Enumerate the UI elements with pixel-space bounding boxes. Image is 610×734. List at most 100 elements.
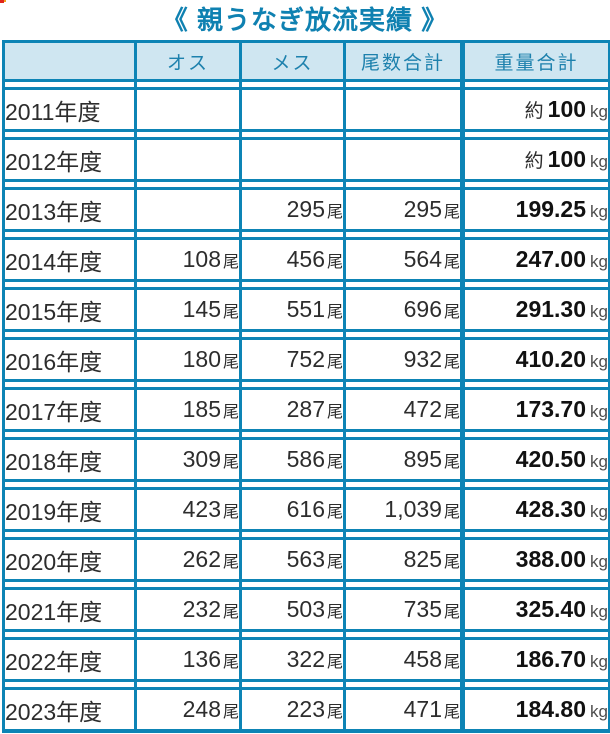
weight-value: 247.00 [515,246,587,272]
weight-cell: 約 100 kg [460,87,610,132]
approx-prefix: 約 [524,101,544,122]
row-gap-cell [460,330,610,339]
count-value: 248 [182,696,221,722]
year-cell: 2012年度 [2,137,137,182]
female-count-cell: 616 尾 [239,487,346,532]
year-cell: 2015年度 [2,287,137,332]
weight-value: 291.30 [515,296,587,322]
table-row: 2013年度 295 尾 295 尾 199.25 kg [2,187,610,232]
total-count-cell: 564 尾 [343,237,464,282]
weight-value: 410.20 [515,346,587,372]
approx-prefix: 約 [524,151,544,172]
weight-value: 100 [547,96,587,122]
release-results-table: オス メス 尾数合計 重量合計 2011年度約 100 kg 2012年度約 100 kg… [2,40,610,733]
count-value: 564 [403,246,442,272]
count-value: 223 [286,696,325,722]
row-gap-cell [2,430,137,439]
row-gap-cell [134,530,242,539]
row-gap-cell [343,630,464,639]
year-cell: 2014年度 [2,237,137,282]
table-row: 2017年度 185 尾 287 尾 472 尾 173.70 kg [2,387,610,432]
total-count-cell: 458 尾 [343,637,464,682]
female-count-cell: 223 尾 [239,687,346,733]
count-value: 295 [286,196,325,222]
row-gap-cell [239,430,346,439]
count-unit-label: 尾 [222,354,239,371]
row-gap-cell [2,480,137,489]
row-gap-cell [239,180,346,189]
row-gap-cell [2,380,137,389]
male-count-cell: 180 尾 [134,337,242,382]
weight-cell: 約 100 kg [460,137,610,182]
year-cell: 2019年度 [2,487,137,532]
row-gap-cell [239,630,346,639]
table-header-row: オス メス 尾数合計 重量合計 [2,40,610,82]
weight-value: 428.30 [515,496,587,522]
row-gap-cell [2,330,137,339]
weight-unit-label: kg [590,302,608,321]
header-female-cell: メス [239,40,346,82]
count-unit-label: 尾 [443,304,460,321]
row-gap [2,180,610,189]
screenshot-artifact-red [0,0,4,3]
count-unit-label: 尾 [222,704,239,721]
year-cell: 2018年度 [2,437,137,482]
row-gap-cell [343,80,464,89]
male-count-cell: 423 尾 [134,487,242,532]
row-gap [2,280,610,289]
count-unit-label: 尾 [222,504,239,521]
row-gap-cell [460,430,610,439]
count-value: 295 [403,196,442,222]
row-gap-cell [343,580,464,589]
weight-value: 388.00 [515,546,587,572]
weight-unit-label: kg [590,152,608,171]
weight-unit-label: kg [590,202,608,221]
row-gap-cell [2,680,137,689]
count-value: 309 [182,446,221,472]
weight-cell: 410.20 kg [460,337,610,382]
row-gap-cell [460,180,610,189]
weight-unit-label: kg [590,602,608,621]
female-count-cell: 752 尾 [239,337,346,382]
count-value: 471 [403,696,442,722]
year-cell: 2020年度 [2,537,137,582]
row-gap [2,330,610,339]
female-count-cell: 287 尾 [239,387,346,432]
male-count-cell [134,87,242,132]
row-gap-cell [239,480,346,489]
female-count-cell: 551 尾 [239,287,346,332]
total-count-cell: 825 尾 [343,537,464,582]
row-gap-cell [239,580,346,589]
row-gap-cell [239,230,346,239]
count-value: 472 [403,396,442,422]
row-gap-cell [2,530,137,539]
row-gap-cell [239,280,346,289]
weight-value: 420.50 [515,446,587,472]
total-count-cell [343,137,464,182]
male-count-cell [134,187,242,232]
header-blank-cell [2,40,137,82]
row-gap-cell [239,330,346,339]
row-gap-cell [134,430,242,439]
count-unit-label: 尾 [443,654,460,671]
row-gap-cell [460,130,610,139]
weight-unit-label: kg [590,702,608,721]
row-gap-cell [460,580,610,589]
row-gap-cell [2,580,137,589]
row-gap-cell [460,380,610,389]
table-row: 2023年度 248 尾 223 尾 471 尾 184.80 kg [2,687,610,733]
row-gap-cell [134,280,242,289]
count-value: 145 [182,296,221,322]
row-gap-cell [239,680,346,689]
count-value: 825 [403,546,442,572]
total-count-cell: 1,039 尾 [343,487,464,532]
count-value: 586 [286,446,325,472]
weight-cell: 199.25 kg [460,187,610,232]
weight-cell: 291.30 kg [460,287,610,332]
total-count-cell: 472 尾 [343,387,464,432]
year-cell: 2023年度 [2,687,137,733]
table-row: 2012年度 約 100 kg [2,137,610,182]
total-count-cell: 295 尾 [343,187,464,232]
weight-value: 325.40 [515,596,587,622]
count-value: 262 [182,546,221,572]
